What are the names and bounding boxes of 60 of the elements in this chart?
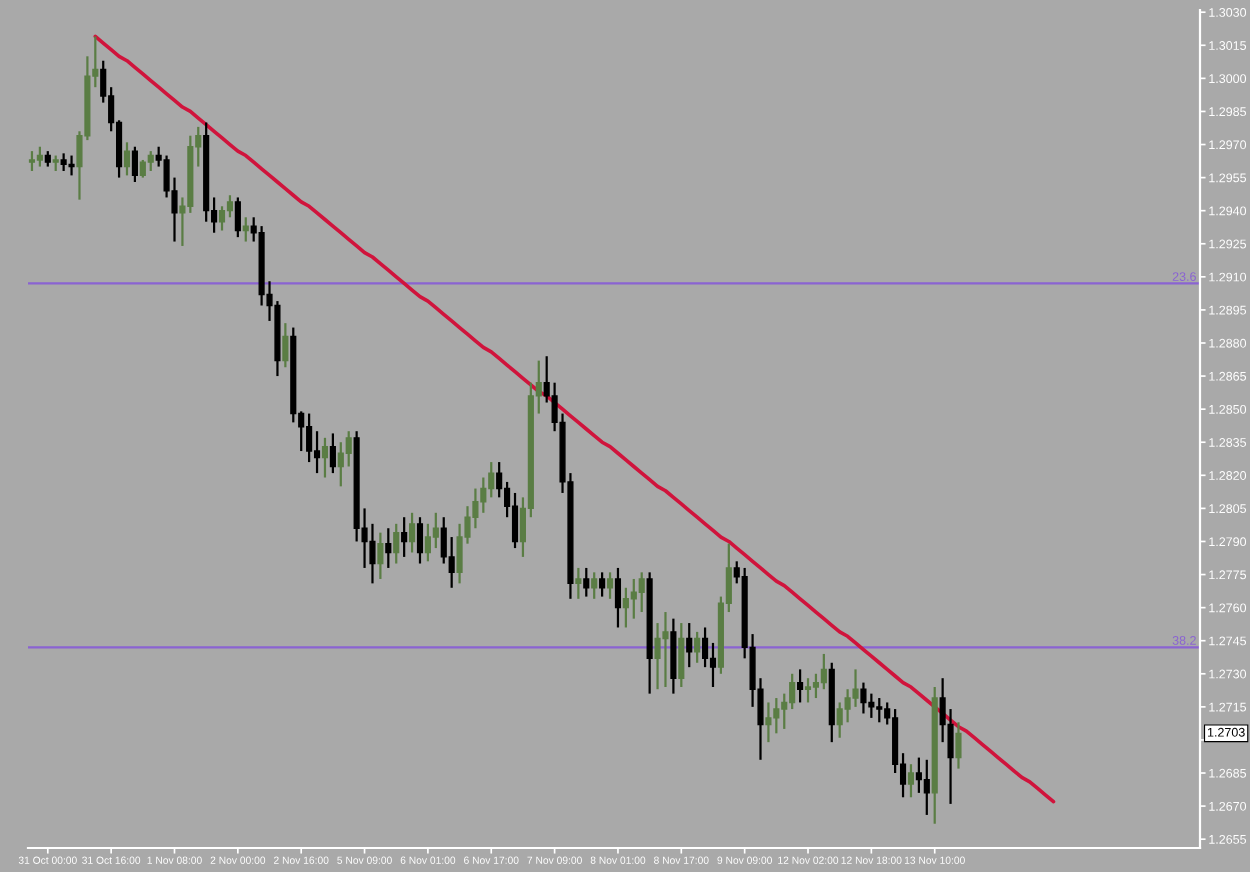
- candlestick: [638, 571, 645, 614]
- candlestick: [496, 460, 503, 499]
- candlestick: [630, 577, 637, 620]
- candlestick: [242, 216, 249, 243]
- candlestick: [694, 630, 701, 664]
- candlestick: [131, 145, 138, 184]
- candlestick: [812, 672, 820, 700]
- candlestick: [599, 571, 606, 598]
- candlestick: [385, 527, 392, 570]
- candlestick: [797, 668, 804, 704]
- candlestick: [614, 566, 622, 629]
- candlestick: [915, 756, 922, 794]
- candlestick: [147, 150, 154, 173]
- candlestick: [393, 522, 400, 565]
- line-series: [93, 34, 1056, 804]
- candlestick: [337, 441, 344, 488]
- candlestick: [218, 205, 226, 232]
- candlestick: [68, 154, 75, 177]
- candlestick: [765, 701, 772, 744]
- candlestick: [440, 516, 447, 565]
- candlestick: [701, 626, 709, 669]
- candlestick: [820, 652, 827, 691]
- candlestick: [448, 535, 455, 589]
- candlestick: [583, 566, 590, 598]
- candlestick: [773, 696, 780, 735]
- candlestick: [28, 150, 36, 173]
- candlestick: [282, 322, 289, 369]
- candlestick: [416, 516, 424, 565]
- candlestick: [488, 460, 495, 499]
- candlestick: [401, 516, 408, 559]
- candlestick: [622, 586, 629, 629]
- candlestick: [234, 196, 241, 239]
- candlestick: [377, 531, 384, 581]
- candlestick: [306, 412, 313, 464]
- candlestick: [670, 617, 677, 695]
- candlestick: [575, 566, 582, 600]
- candlestick: [591, 571, 598, 600]
- candlestick: [804, 677, 812, 704]
- candlestick: [408, 511, 416, 554]
- candlestick: [789, 672, 796, 711]
- candlestick: [709, 641, 717, 689]
- candlestick: [424, 522, 431, 563]
- candlestick: [860, 681, 867, 715]
- candlestick: [345, 430, 352, 468]
- candlestick: [923, 758, 930, 817]
- candlestick: [36, 145, 43, 168]
- candlestick: [907, 763, 915, 799]
- candlestick: [662, 610, 669, 689]
- candlestick: [955, 721, 962, 770]
- candlestick: [321, 436, 329, 479]
- candlestick: [226, 194, 234, 219]
- candlestick: [876, 696, 883, 724]
- candlestick: [329, 432, 336, 475]
- candlestick: [686, 621, 693, 669]
- candlestick: [313, 430, 321, 475]
- candlestick: [606, 571, 614, 600]
- candlestick: [511, 491, 519, 550]
- candlestick: [123, 141, 131, 177]
- candlestick: [678, 621, 685, 689]
- candlestick: [432, 511, 439, 550]
